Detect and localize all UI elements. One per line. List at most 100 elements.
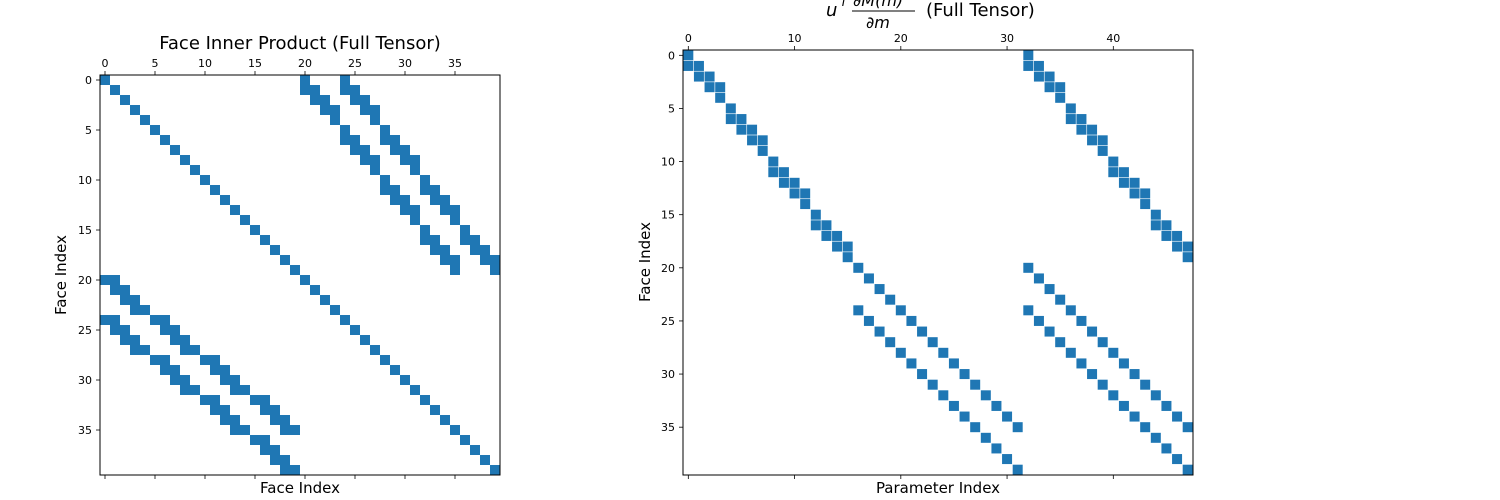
chart-right-markers xyxy=(683,50,1193,475)
y-tick-label: 20 xyxy=(661,262,675,275)
matrix-nonzero-marker xyxy=(200,175,210,185)
matrix-nonzero-marker xyxy=(789,177,800,188)
matrix-nonzero-marker xyxy=(250,435,260,445)
matrix-nonzero-marker xyxy=(863,315,874,326)
matrix-nonzero-marker xyxy=(420,395,430,405)
matrix-nonzero-marker xyxy=(1055,337,1066,348)
x-tick-label: 10 xyxy=(198,57,212,70)
matrix-nonzero-marker xyxy=(917,326,928,337)
matrix-nonzero-marker xyxy=(863,273,874,284)
matrix-nonzero-marker xyxy=(1033,71,1044,82)
matrix-nonzero-marker xyxy=(1087,135,1098,146)
matrix-nonzero-marker xyxy=(300,275,310,285)
matrix-nonzero-marker xyxy=(150,355,160,365)
matrix-nonzero-marker xyxy=(130,305,140,315)
matrix-nonzero-marker xyxy=(1129,369,1140,380)
matrix-nonzero-marker xyxy=(1033,315,1044,326)
matrix-nonzero-marker xyxy=(440,205,450,215)
x-tick-label: 20 xyxy=(298,57,312,70)
matrix-nonzero-marker xyxy=(280,415,290,425)
matrix-nonzero-marker xyxy=(390,365,400,375)
y-tick-label: 0 xyxy=(668,49,675,62)
matrix-nonzero-marker xyxy=(1118,177,1129,188)
matrix-nonzero-marker xyxy=(160,315,170,325)
matrix-nonzero-marker xyxy=(270,445,280,455)
matrix-nonzero-marker xyxy=(160,355,170,365)
y-tick-label: 30 xyxy=(661,368,675,381)
matrix-nonzero-marker xyxy=(1023,50,1034,61)
matrix-nonzero-marker xyxy=(410,215,420,225)
chart-left-ylabel: Face Index xyxy=(52,235,70,315)
matrix-nonzero-marker xyxy=(1182,241,1193,252)
matrix-nonzero-marker xyxy=(210,185,220,195)
matrix-nonzero-marker xyxy=(1182,464,1193,475)
matrix-nonzero-marker xyxy=(470,235,480,245)
matrix-nonzero-marker xyxy=(874,284,885,295)
matrix-nonzero-marker xyxy=(370,105,380,115)
matrix-nonzero-marker xyxy=(410,385,420,395)
matrix-nonzero-marker xyxy=(240,425,250,435)
matrix-nonzero-marker xyxy=(380,185,390,195)
matrix-nonzero-marker xyxy=(320,105,330,115)
matrix-nonzero-marker xyxy=(240,215,250,225)
matrix-nonzero-marker xyxy=(130,105,140,115)
matrix-nonzero-marker xyxy=(885,294,896,305)
matrix-nonzero-marker xyxy=(290,425,300,435)
matrix-nonzero-marker xyxy=(370,155,380,165)
matrix-nonzero-marker xyxy=(330,105,340,115)
matrix-nonzero-marker xyxy=(130,335,140,345)
matrix-nonzero-marker xyxy=(430,235,440,245)
y-tick-label: 25 xyxy=(78,324,92,337)
matrix-nonzero-marker xyxy=(370,165,380,175)
matrix-nonzero-marker xyxy=(1076,315,1087,326)
x-tick-label: 25 xyxy=(348,57,362,70)
matrix-nonzero-marker xyxy=(290,465,300,475)
matrix-nonzero-marker xyxy=(1172,454,1183,465)
matrix-nonzero-marker xyxy=(1140,188,1151,199)
matrix-nonzero-marker xyxy=(200,355,210,365)
matrix-nonzero-marker xyxy=(1087,124,1098,135)
matrix-nonzero-marker xyxy=(1044,326,1055,337)
chart-right: u T ∂M(m) ∂m (Full Tensor) 0 10 20 30 40 0 5 1… xyxy=(636,0,1194,497)
matrix-nonzero-marker xyxy=(938,347,949,358)
matrix-nonzero-marker xyxy=(1023,305,1034,316)
matrix-nonzero-marker xyxy=(959,369,970,380)
matrix-nonzero-marker xyxy=(1087,369,1098,380)
matrix-nonzero-marker xyxy=(160,135,170,145)
matrix-nonzero-marker xyxy=(270,245,280,255)
matrix-nonzero-marker xyxy=(1055,92,1066,103)
matrix-nonzero-marker xyxy=(895,347,906,358)
matrix-nonzero-marker xyxy=(180,335,190,345)
matrix-nonzero-marker xyxy=(1044,82,1055,93)
matrix-nonzero-marker xyxy=(440,245,450,255)
matrix-nonzero-marker xyxy=(170,325,180,335)
matrix-nonzero-marker xyxy=(180,375,190,385)
matrix-nonzero-marker xyxy=(1097,379,1108,390)
matrix-nonzero-marker xyxy=(991,400,1002,411)
y-tick-label: 0 xyxy=(85,74,92,87)
matrix-nonzero-marker xyxy=(400,155,410,165)
matrix-nonzero-marker xyxy=(370,345,380,355)
matrix-nonzero-marker xyxy=(220,405,230,415)
matrix-nonzero-marker xyxy=(683,50,694,61)
matrix-nonzero-marker xyxy=(460,235,470,245)
matrix-nonzero-marker xyxy=(970,422,981,433)
matrix-nonzero-marker xyxy=(991,443,1002,454)
chart-right-ylabel: Face Index xyxy=(636,222,654,302)
matrix-nonzero-marker xyxy=(380,125,390,135)
matrix-nonzero-marker xyxy=(280,255,290,265)
matrix-nonzero-marker xyxy=(440,195,450,205)
matrix-nonzero-marker xyxy=(430,245,440,255)
matrix-nonzero-marker xyxy=(160,365,170,375)
matrix-nonzero-marker xyxy=(1140,422,1151,433)
matrix-nonzero-marker xyxy=(450,265,460,275)
matrix-nonzero-marker xyxy=(1129,188,1140,199)
matrix-nonzero-marker xyxy=(210,365,220,375)
matrix-nonzero-marker xyxy=(330,115,340,125)
matrix-nonzero-marker xyxy=(360,95,370,105)
matrix-nonzero-marker xyxy=(280,465,290,475)
matrix-nonzero-marker xyxy=(1118,358,1129,369)
chart-left-y-ticks: 0 5 10 15 20 25 30 35 xyxy=(78,74,100,437)
matrix-nonzero-marker xyxy=(1097,135,1108,146)
matrix-nonzero-marker xyxy=(340,315,350,325)
